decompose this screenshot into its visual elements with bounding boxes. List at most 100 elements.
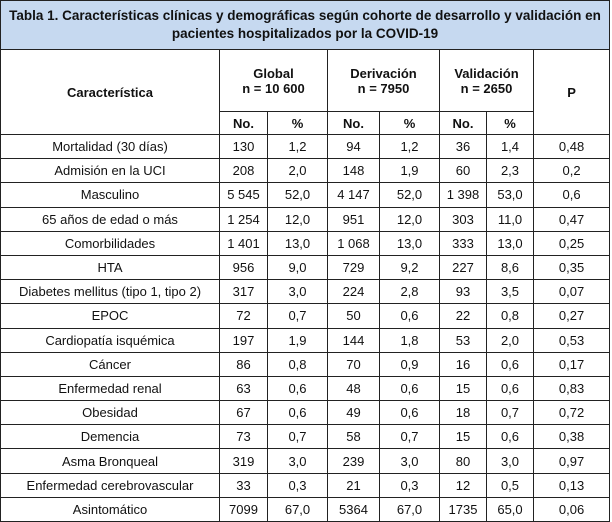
row-label: HTA [0,254,220,281]
cell: 13,0 [379,230,440,256]
table-row: HTA 956 9,0 729 9,2 227 8,6 0,35 [0,254,611,281]
cell: 1,9 [379,158,440,184]
cell: 11,0 [486,206,534,232]
cell: 956 [219,254,268,281]
cell: 70 [327,351,380,377]
row-label: Cardiopatía isquémica [0,327,220,353]
cell: 0,7 [267,303,328,329]
cell: 36 [439,133,487,160]
cell: 0,6 [267,400,328,426]
table-row: Cáncer 86 0,8 70 0,9 16 0,6 0,17 [0,351,611,377]
group-header: Derivación n = 7950 [327,49,440,112]
cell: 1,2 [379,133,440,160]
cell: 0,8 [267,351,328,377]
cell: 3,0 [267,448,328,474]
row-label: Cáncer [0,351,220,377]
cell: 53 [439,327,487,353]
cell: 0,8 [486,303,534,329]
table-row: Cardiopatía isquémica 197 1,9 144 1,8 53 2,0 0,… [0,327,611,353]
cell: 33 [219,472,268,498]
cell: 1 254 [219,206,268,232]
cell: 1735 [439,496,487,522]
cell: 0,25 [532,230,611,256]
cell: 0,6 [267,375,328,402]
table-row: Diabetes mellitus (tipo 1, tipo 2) 317 3,0… [0,279,611,305]
subheader-row: No.% No.% No.% [1,111,610,135]
cell: 4 147 [327,182,380,208]
subheader: No. [219,111,268,135]
cell: 0,6 [379,400,440,426]
cell: 0,6 [486,351,534,377]
row-label: Obesidad [0,400,220,426]
cell: 93 [439,279,487,305]
cell: 67,0 [267,496,328,522]
cell: 0,6 [486,375,534,402]
cell: 0,9 [379,351,440,377]
row-label: Admisión en la UCI [0,158,220,184]
cell: 1 068 [327,230,380,256]
cell: 16 [439,351,487,377]
table-row: EPOC 72 0,7 50 0,6 22 0,8 0,27 [0,303,611,329]
group-n: n = 10 600 [242,80,305,96]
cell: 2,0 [486,327,534,353]
cell: 86 [219,351,268,377]
cell: 15 [439,424,487,450]
cell: 50 [327,303,380,329]
cell: 729 [327,254,380,281]
cell: 22 [439,303,487,329]
table-row: Obesidad 67 0,6 49 0,6 18 0,7 0,72 [0,400,611,426]
cell: 72 [219,303,268,329]
cell: 1,4 [486,133,534,160]
subheader: % [267,111,328,135]
cell: 94 [327,133,380,160]
subheader: No. [439,111,487,135]
table-row: Demencia 73 0,7 58 0,7 15 0,6 0,38 [0,424,611,450]
group-name: Global [253,65,294,81]
cell: 63 [219,375,268,402]
cell: 303 [439,206,487,232]
cell: 2,3 [486,158,534,184]
cell: 58 [327,424,380,450]
cell: 0,2 [532,158,611,184]
group-n: n = 2650 [460,80,513,96]
group-name: Derivación [350,65,417,81]
cell: 3,0 [486,448,534,474]
cell: 0,7 [379,424,440,450]
cell: 0,53 [532,327,611,353]
cell: 0,97 [532,448,611,474]
cell: 0,27 [532,303,611,329]
cell: 1,9 [267,327,328,353]
table-row: Enfermedad cerebrovascular 33 0,3 21 0,3 12 0,… [0,472,611,498]
cell: 80 [439,448,487,474]
cell: 0,5 [486,472,534,498]
table-title: Tabla 1. Características clínicas y demo… [0,0,611,50]
cell: 67,0 [379,496,440,522]
subheader: % [486,111,534,135]
cell: 0,83 [532,375,611,402]
cell: 60 [439,158,487,184]
cell: 1 401 [219,230,268,256]
cell: 0,48 [532,133,611,160]
cell: 0,7 [267,424,328,450]
cell: 73 [219,424,268,450]
cell: 224 [327,279,380,305]
cell: 65,0 [486,496,534,522]
cell: 0,3 [379,472,440,498]
cell: 1,8 [379,327,440,353]
cell: 49 [327,400,380,426]
cell: 0,13 [532,472,611,498]
cell: 0,35 [532,254,611,281]
group-n: n = 7950 [357,80,410,96]
cell: 48 [327,375,380,402]
table-body: Mortalidad (30 días) 130 1,2 94 1,2 36 1,4 0,48… [0,133,611,522]
row-label: Masculino [0,182,220,208]
table-row: Asma Bronqueal 319 3,0 239 3,0 80 3,0 0,97 [0,448,611,474]
cell: 197 [219,327,268,353]
cell: 21 [327,472,380,498]
cell: 0,06 [532,496,611,522]
column-header: Característica [0,49,220,135]
cell: 12 [439,472,487,498]
cell: 319 [219,448,268,474]
cell: 0,6 [379,303,440,329]
